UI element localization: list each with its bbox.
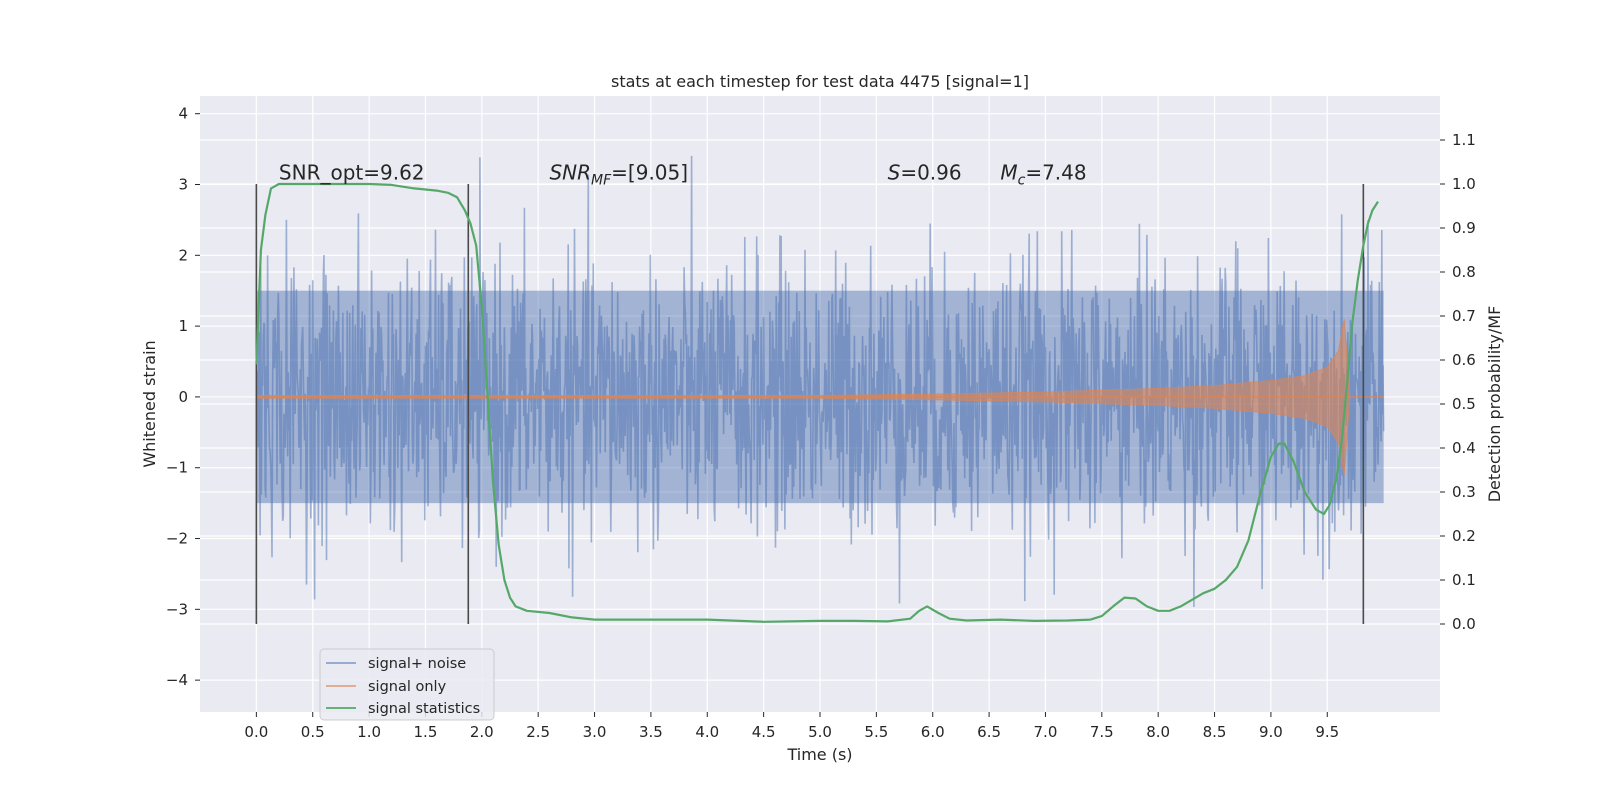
annotations: SNR_opt=9.62 SNRMF=[9.05] S=0.96 Mc=7.48 bbox=[279, 161, 1087, 189]
y-tick-label--4: −4 bbox=[166, 671, 188, 689]
x-tick-label-3: 3.0 bbox=[583, 723, 607, 741]
x-tick-label-7: 7.0 bbox=[1034, 723, 1058, 741]
x-tick-label-4: 4.0 bbox=[695, 723, 719, 741]
x-tick-label-3-5: 3.5 bbox=[639, 723, 663, 741]
legend-label-signal-statistics: signal statistics bbox=[368, 701, 480, 717]
y-tick-label--3: −3 bbox=[166, 600, 188, 618]
x-tick-label-2: 2.0 bbox=[470, 723, 494, 741]
y2-tick-label-0-9: 0.9 bbox=[1452, 219, 1476, 237]
signal-statistics-line bbox=[255, 182, 1379, 623]
x-tick-label-8: 8.0 bbox=[1146, 723, 1170, 741]
y2-tick-label-0-4: 0.4 bbox=[1452, 439, 1476, 457]
chart-title: stats at each timestep for test data 447… bbox=[611, 72, 1029, 91]
legend: signal+ noise signal only signal statist… bbox=[319, 648, 495, 721]
x-tick-label-9-5: 9.5 bbox=[1315, 723, 1339, 741]
y-tick-label-1: 1 bbox=[178, 317, 188, 335]
y-tick-label-0: 0 bbox=[178, 388, 188, 406]
y-tick-label-4: 4 bbox=[178, 105, 188, 123]
y2-tick-label-0-8: 0.8 bbox=[1452, 263, 1476, 281]
x-tick-label-0: 0.0 bbox=[244, 723, 268, 741]
y-tick-label--2: −2 bbox=[166, 530, 188, 548]
annotation-snr-opt: SNR_opt=9.62 bbox=[279, 161, 425, 185]
y-tick-label-3: 3 bbox=[178, 176, 188, 194]
signal-only-series bbox=[255, 318, 1384, 475]
y2-tick-label-1: 1.0 bbox=[1452, 175, 1476, 193]
y2-axis-title: Detection probability/MF bbox=[1485, 306, 1504, 503]
annotation-s-stat: S=0.96 bbox=[888, 161, 962, 185]
y2-tick-label-0-3: 0.3 bbox=[1452, 483, 1476, 501]
annotation-chirp-mass: Mc=7.48 bbox=[1000, 161, 1086, 189]
y2-tick-label-0-1: 0.1 bbox=[1452, 571, 1476, 589]
signal-statistics-series bbox=[255, 182, 1379, 623]
y2-tick-label-0-7: 0.7 bbox=[1452, 307, 1476, 325]
signal-noise-line bbox=[255, 155, 1385, 608]
y2-tick-label-0-2: 0.2 bbox=[1452, 527, 1476, 545]
y2-tick-label-1-1: 1.1 bbox=[1452, 131, 1476, 149]
y-axis-title: Whitened strain bbox=[140, 340, 159, 467]
x-tick-label-2-5: 2.5 bbox=[526, 723, 550, 741]
annotation-snr-mf: SNRMF=[9.05] bbox=[549, 161, 688, 189]
x-tick-label-1: 1.0 bbox=[357, 723, 381, 741]
axis-ticks: 0.0 0.5 1.0 1.5 2.0 2.5 3.0 3.5 4.0 4.5 5.0 5.5 6.0 6… bbox=[166, 105, 1476, 741]
y-tick-label-2: 2 bbox=[178, 246, 188, 264]
x-tick-label-0-5: 0.5 bbox=[301, 723, 325, 741]
y2-tick-label-0-5: 0.5 bbox=[1452, 395, 1476, 413]
x-tick-label-1-5: 1.5 bbox=[414, 723, 438, 741]
y2-tick-label-0: 0.0 bbox=[1452, 615, 1476, 633]
x-tick-label-5: 5.0 bbox=[808, 723, 832, 741]
x-tick-label-5-5: 5.5 bbox=[864, 723, 888, 741]
x-axis-title: Time (s) bbox=[786, 745, 852, 764]
y2-tick-label-0-6: 0.6 bbox=[1452, 351, 1476, 369]
y-tick-label--1: −1 bbox=[166, 459, 188, 477]
x-tick-label-6: 6.0 bbox=[921, 723, 945, 741]
marker-lines bbox=[255, 184, 1365, 624]
x-tick-label-8-5: 8.5 bbox=[1203, 723, 1227, 741]
legend-box bbox=[319, 648, 495, 721]
x-tick-label-7-5: 7.5 bbox=[1090, 723, 1114, 741]
legend-label-signal-only: signal only bbox=[368, 679, 447, 695]
x-tick-label-6-5: 6.5 bbox=[977, 723, 1001, 741]
x-tick-label-9: 9.0 bbox=[1259, 723, 1283, 741]
legend-label-signal-noise: signal+ noise bbox=[368, 656, 466, 672]
x-tick-label-4-5: 4.5 bbox=[752, 723, 776, 741]
